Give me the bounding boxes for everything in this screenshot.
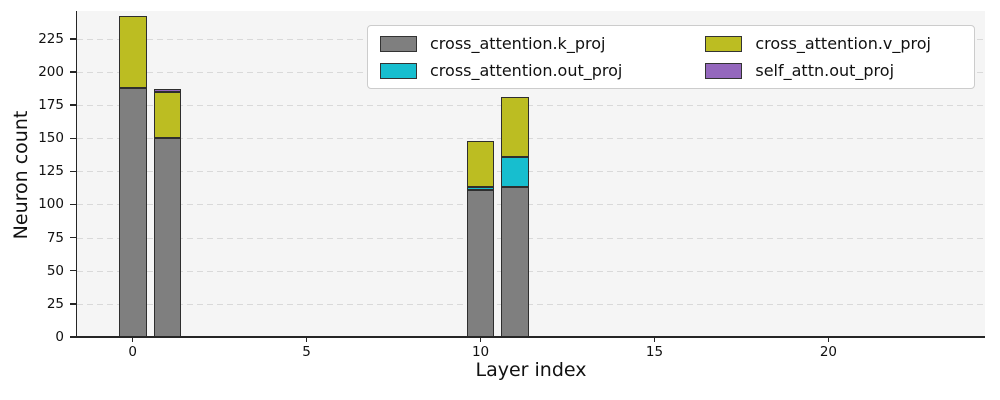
y-tick-label: 50 [46,262,64,279]
y-tick-mark [70,203,76,206]
x-tick-label: 20 [819,344,838,360]
x-axis-title: Layer index [475,359,587,381]
bar-segment [153,138,182,337]
y-tick-label: 225 [38,30,64,47]
x-tick-label: 15 [645,344,664,360]
legend: cross_attention.k_proj cross_attention.o… [367,25,975,89]
legend-label: cross_attention.k_proj [430,34,606,53]
bar-segment [153,89,182,92]
x-tick-mark [827,337,830,342]
y-tick-mark [70,104,76,106]
legend-label: cross_attention.v_proj [755,34,931,53]
y-tick-mark [70,137,76,139]
x-tick-mark [479,337,482,342]
y-tick-label: 200 [38,63,64,80]
self-attn-swatch-icon [705,62,743,79]
y-gridline [77,171,985,173]
y-gridline [77,303,985,305]
y-tick-mark [70,38,76,40]
y-tick-label: 150 [38,130,64,147]
y-tick-label: 25 [46,295,64,312]
y-tick-label: 125 [38,163,64,180]
y-tick-label: 100 [38,196,64,213]
x-axis-spine [75,336,986,338]
y-tick-label: 75 [46,229,64,246]
x-tick-mark [653,337,656,342]
x-tick-label: 5 [302,344,311,360]
bar-segment [118,87,147,337]
y-gridline [77,105,985,107]
bar-segment [501,187,530,337]
bar-segment [501,97,530,157]
bar-segment [466,140,495,188]
y-tick-mark [70,270,76,272]
v-proj-swatch-icon [705,35,743,52]
y-gridline [77,138,985,140]
legend-item-k-proj: cross_attention.k_proj [380,34,653,53]
bar-segment [466,187,495,190]
legend-item-self-attn: self_attn.out_proj [705,61,962,80]
bar-segment [466,189,495,337]
x-tick-label: 10 [471,344,490,360]
legend-item-v-proj: cross_attention.v_proj [705,34,962,53]
bar-segment [118,16,147,88]
y-gridline [77,237,985,239]
y-tick-mark [70,336,76,338]
legend-label: self_attn.out_proj [755,61,895,80]
y-tick-label: 175 [38,97,64,114]
y-gridline [77,204,985,206]
y-tick-mark [70,303,76,305]
k-proj-swatch-icon [380,35,417,52]
y-tick-mark [70,71,76,73]
y-tick-mark [70,170,76,173]
bar-segment [501,156,530,188]
legend-label: cross_attention.out_proj [430,61,623,80]
y-tick-mark [70,236,76,239]
y-gridline [77,270,985,272]
out-proj-swatch-icon [380,62,417,79]
x-tick-mark [131,337,134,342]
y-axis-spine [75,11,78,338]
legend-item-out-proj: cross_attention.out_proj [380,61,653,80]
y-tick-label: 0 [55,329,64,345]
bar-segment [153,91,182,139]
x-tick-mark [305,337,308,342]
x-tick-label: 0 [128,344,137,360]
